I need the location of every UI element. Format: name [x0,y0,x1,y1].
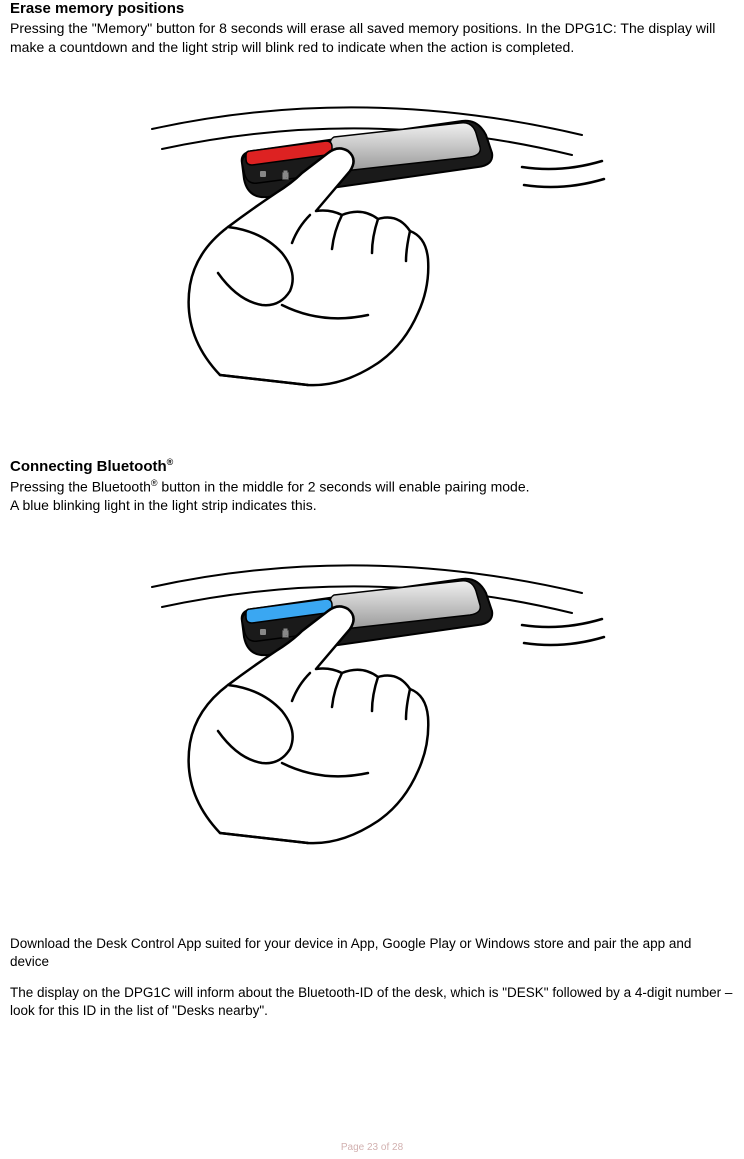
body-bluetooth-line1-suffix: button in the middle for 2 seconds will … [158,478,530,494]
body-erase-memory: Pressing the "Memory" button for 8 secon… [10,19,734,57]
body-bluetooth-line2: A blue blinking light in the light strip… [10,497,317,513]
illustration-erase-memory [10,57,734,397]
illustration-bluetooth [10,515,734,875]
heading-erase-memory: Erase memory positions [10,0,734,17]
bottom-para2: The display on the DPG1C will inform abo… [10,984,734,1020]
page-number: Page 23 of 28 [0,1142,744,1153]
section-erase-memory: Erase memory positions Pressing the "Mem… [10,0,734,397]
bottom-para1: Download the Desk Control App suited for… [10,935,734,971]
section-bluetooth: Connecting Bluetooth® Pressing the Bluet… [10,457,734,875]
body-bluetooth-line1-prefix: Pressing the Bluetooth [10,478,151,494]
body-bluetooth: Pressing the Bluetooth® button in the mi… [10,477,734,515]
heading-bluetooth: Connecting Bluetooth® [10,457,734,475]
heading-bluetooth-prefix: Connecting Bluetooth [10,458,167,475]
heading-bluetooth-sup: ® [167,457,174,467]
bottom-text: Download the Desk Control App suited for… [10,935,734,1020]
body-bluetooth-sup: ® [151,478,158,488]
